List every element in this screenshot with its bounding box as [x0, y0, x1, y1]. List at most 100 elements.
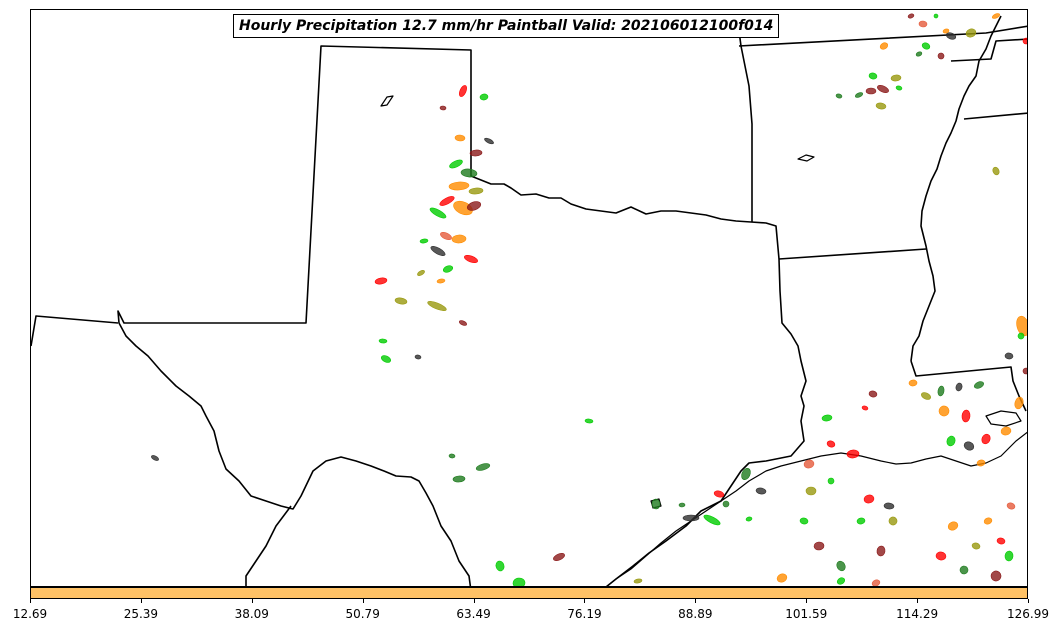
precip-paintball	[436, 278, 446, 284]
precipitation-paintballs	[151, 13, 1027, 586]
precip-paintball	[703, 514, 721, 526]
precip-paintball	[826, 440, 836, 448]
precip-paintball	[991, 13, 1001, 19]
precip-paintball	[439, 196, 455, 206]
precip-paintball	[469, 149, 483, 157]
precip-paintball	[755, 487, 767, 495]
precip-paintball	[429, 207, 447, 219]
precip-paintball	[883, 502, 895, 510]
precip-paintball	[741, 468, 751, 480]
tennessee-border	[738, 25, 1027, 47]
precip-paintball	[836, 560, 846, 572]
precip-paintball	[1000, 426, 1012, 436]
precip-paintball	[835, 93, 843, 99]
precip-paintball	[937, 52, 945, 60]
precip-paintball	[479, 93, 489, 101]
precip-paintball	[1017, 332, 1025, 340]
colorbar-tick-label: 38.09	[234, 607, 269, 621]
precip-paintball	[996, 537, 1006, 545]
precip-paintball	[908, 379, 918, 387]
precip-paintball	[633, 578, 643, 584]
precip-paintball	[1004, 550, 1014, 562]
state-boundaries	[31, 15, 1027, 586]
lake-feature	[380, 95, 394, 107]
precip-paintball	[448, 453, 456, 459]
precip-paintball	[868, 72, 878, 80]
colorbar-tick-mark	[584, 599, 585, 603]
precip-paintball	[955, 382, 963, 392]
precip-paintball	[378, 338, 388, 344]
lake-pontchartrain	[985, 410, 1022, 427]
mississippi-alabama-border	[963, 112, 1027, 120]
precip-paintball	[466, 201, 482, 211]
precip-paintball	[1004, 352, 1014, 360]
precip-paintball	[890, 74, 902, 82]
precip-paintball	[651, 498, 661, 510]
precip-paintball	[888, 516, 898, 526]
precip-paintball	[464, 255, 478, 263]
precip-paintball	[1016, 315, 1027, 337]
colorbar-tick-mark	[917, 599, 918, 603]
precip-paintball	[973, 381, 985, 389]
precip-paintball	[459, 85, 467, 97]
precip-paintball	[440, 231, 452, 241]
precip-paintball	[933, 13, 939, 19]
colorbar-tick-label: 76.19	[567, 607, 602, 621]
mexico-border	[245, 505, 292, 586]
precip-paintball	[915, 51, 923, 57]
new-mexico-border	[31, 315, 119, 347]
precip-paintball	[990, 570, 1002, 582]
precip-paintball	[151, 455, 159, 461]
precip-paintball	[971, 542, 981, 550]
precip-paintball	[856, 517, 866, 525]
precip-paintball	[799, 517, 809, 525]
precip-paintball	[512, 577, 526, 586]
precip-paintball	[448, 181, 470, 191]
precip-paintball	[394, 297, 408, 305]
texas-border	[117, 45, 807, 586]
precip-paintball	[961, 409, 971, 423]
precip-paintball	[417, 270, 425, 276]
precip-paintball	[918, 20, 928, 28]
precip-paintball	[946, 435, 956, 447]
precip-paintball	[803, 459, 815, 469]
precip-paintball	[846, 449, 860, 459]
precip-paintball	[935, 551, 947, 561]
precip-paintball	[963, 441, 975, 451]
precip-paintball	[374, 277, 388, 285]
precip-paintball	[553, 553, 565, 561]
precip-paintball	[981, 433, 991, 445]
precip-paintball	[468, 187, 484, 195]
colorbar-tick-label: 114.29	[896, 607, 939, 621]
precip-paintball	[861, 405, 869, 411]
precip-paintball	[722, 500, 730, 508]
precip-paintball	[920, 392, 932, 400]
precip-paintball	[745, 516, 753, 522]
map-canvas	[31, 13, 1027, 586]
precip-paintball	[442, 265, 454, 273]
colorbar-tick-label: 101.59	[785, 607, 828, 621]
precip-paintball	[879, 42, 889, 50]
precip-paintball	[992, 166, 1000, 176]
precip-paintball	[475, 463, 491, 471]
precip-paintball	[836, 577, 846, 585]
colorbar-ticks: 12.69 25.39 38.09 50.79 63.49 76.19 88.89 101.5…	[0, 599, 1062, 633]
precip-paintball	[921, 42, 931, 50]
precip-paintball	[945, 32, 957, 40]
precip-paintball	[821, 414, 833, 422]
precip-paintball	[380, 355, 392, 363]
arkansas-louisiana-border	[778, 248, 927, 260]
precip-paintball	[976, 459, 986, 467]
precip-paintball	[414, 354, 422, 360]
precip-paintball	[1022, 37, 1027, 45]
precip-paintball	[868, 390, 878, 398]
colorbar-tick-label: 25.39	[123, 607, 159, 621]
colorbar-tick-label: 50.79	[345, 607, 380, 621]
precip-paintball	[863, 494, 875, 504]
precip-paintball	[453, 200, 473, 216]
precip-paintball	[938, 405, 950, 417]
oklahoma-arkansas-border	[736, 15, 753, 222]
precip-paintball	[584, 418, 594, 424]
precip-paintball	[865, 87, 877, 95]
precip-paintball	[805, 486, 817, 496]
